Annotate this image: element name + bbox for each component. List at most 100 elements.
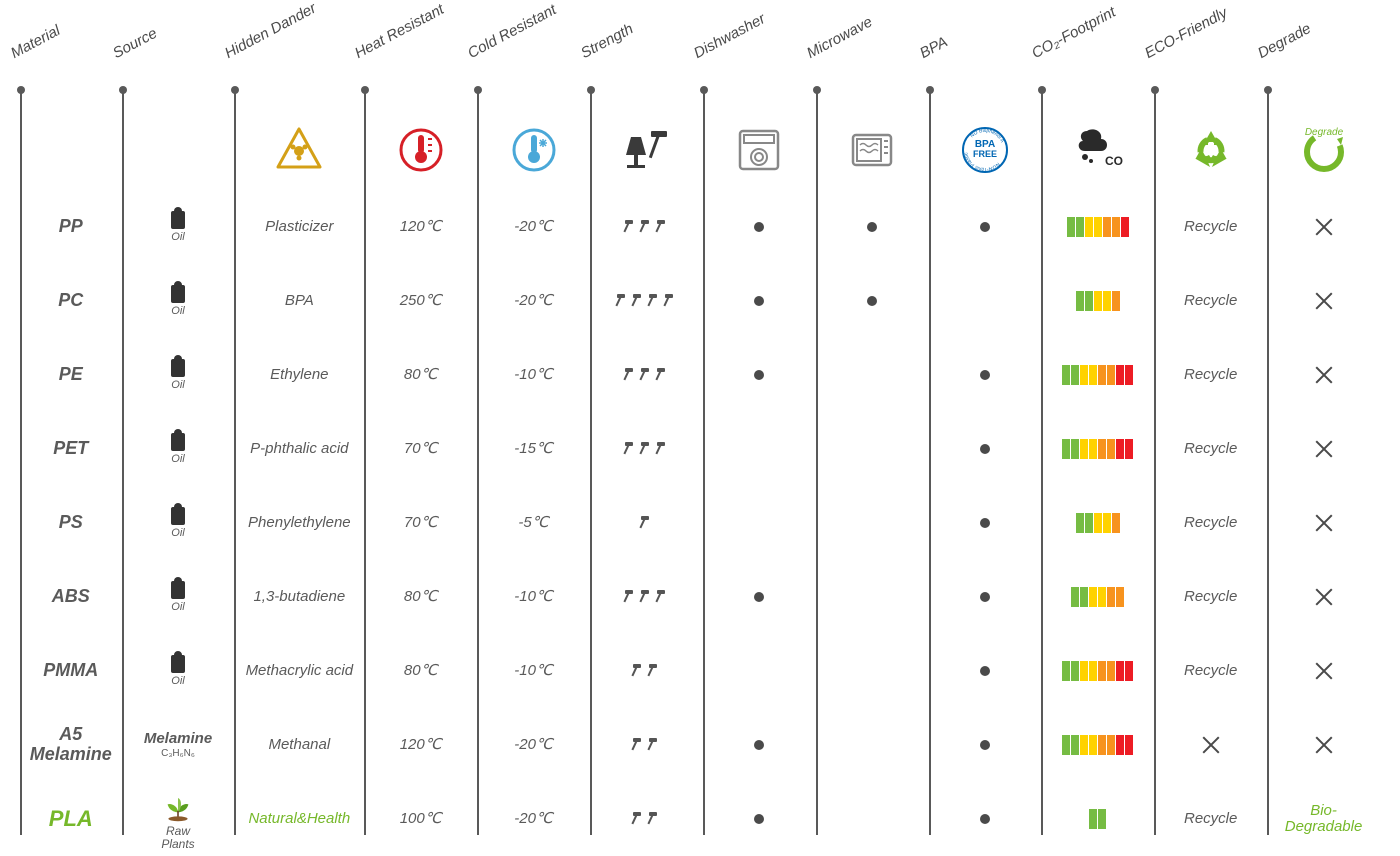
cell-dishwasher: [703, 782, 816, 856]
dot-icon: [867, 222, 877, 232]
cell-material: PS: [20, 486, 122, 560]
co2-bar: [1103, 217, 1111, 237]
cell-hidden: Methanal: [234, 708, 364, 782]
dot-icon: [754, 814, 764, 824]
co2-bar: [1080, 587, 1088, 607]
co2-bar: [1094, 513, 1102, 533]
cell-cold: -10℃: [477, 634, 590, 708]
hammer-icon: [623, 367, 637, 383]
hammer-icon: [663, 293, 677, 309]
strength-hammers: [623, 589, 669, 605]
dot-icon: [754, 222, 764, 232]
oil-icon: Oil: [171, 507, 185, 539]
cell-degrade: [1267, 634, 1380, 708]
cell-eco: Recycle: [1154, 486, 1267, 560]
cell-eco: Recycle: [1154, 634, 1267, 708]
dot-icon: [754, 592, 764, 602]
cell-eco: [1154, 708, 1267, 782]
cell-degrade: [1267, 486, 1380, 560]
column-icon: [1154, 120, 1267, 180]
co2-bar: [1098, 439, 1106, 459]
cell-cold: -20℃: [477, 264, 590, 338]
co2-bar: [1089, 365, 1097, 385]
cell-co2: [1041, 782, 1154, 856]
co2-bars: [1062, 735, 1133, 755]
strength-hammers: [631, 737, 661, 753]
cell-strength: [590, 782, 703, 856]
cell-heat: 70℃: [364, 486, 477, 560]
bpa-icon: [960, 125, 1010, 175]
co2-bar: [1107, 439, 1115, 459]
hammer-icon: [623, 441, 637, 457]
hammer-icon: [655, 219, 669, 235]
column-icon: [929, 120, 1042, 180]
oil-icon: Oil: [171, 359, 185, 391]
cell-bpa: [929, 190, 1042, 264]
co2-bar: [1089, 661, 1097, 681]
cell-source: Oil: [122, 190, 235, 264]
dot-icon: [980, 444, 990, 454]
cell-co2: [1041, 338, 1154, 412]
cell-co2: [1041, 412, 1154, 486]
hammer-icon: [623, 219, 637, 235]
cell-hidden: Plasticizer: [234, 190, 364, 264]
cell-dishwasher: [703, 338, 816, 412]
cell-source: Oil: [122, 412, 235, 486]
cell-heat: 80℃: [364, 560, 477, 634]
column-strength: Strength: [590, 20, 703, 835]
co2-bar: [1062, 735, 1070, 755]
hammer-icon: [631, 737, 645, 753]
cell-dishwasher: [703, 708, 816, 782]
co2-bar: [1098, 587, 1106, 607]
cell-heat: 120℃: [364, 190, 477, 264]
hammer-icon: [655, 441, 669, 457]
co2-bar: [1125, 735, 1133, 755]
source-label: Oil: [171, 453, 184, 465]
source-label: Oil: [171, 675, 184, 687]
cell-bpa: [929, 338, 1042, 412]
column-microwave: Microwave: [816, 20, 929, 835]
source-label: Oil: [171, 231, 184, 243]
cell-heat: 80℃: [364, 634, 477, 708]
co2-icon: [1073, 125, 1123, 175]
co2-bar: [1076, 291, 1084, 311]
co2-bars: [1076, 513, 1120, 533]
dot-icon: [867, 296, 877, 306]
column-header: Heat Resistant: [352, 1, 447, 62]
cell-co2: [1041, 190, 1154, 264]
co2-bar: [1098, 661, 1106, 681]
cell-cold: -20℃: [477, 190, 590, 264]
cell-source: Oil: [122, 634, 235, 708]
hammer-icon: [647, 293, 661, 309]
source-label: Oil: [171, 601, 184, 613]
cell-material: PMMA: [20, 634, 122, 708]
cell-co2: [1041, 634, 1154, 708]
column-co2: CO₂-Footprint: [1041, 20, 1154, 835]
cell-degrade: [1267, 412, 1380, 486]
column-header: Cold Resistant: [465, 1, 559, 62]
dot-icon: [980, 518, 990, 528]
co2-bar: [1062, 365, 1070, 385]
cell-material: PE: [20, 338, 122, 412]
cell-degrade: [1267, 708, 1380, 782]
x-icon: [1313, 364, 1335, 386]
cell-source: Oil: [122, 338, 235, 412]
cell-bpa: [929, 634, 1042, 708]
cell-source: Oil: [122, 560, 235, 634]
plant-icon: [158, 787, 198, 825]
oil-icon: Oil: [171, 285, 185, 317]
dishwasher-icon: [734, 125, 784, 175]
co2-bar: [1116, 439, 1124, 459]
cell-material: A5 Melamine: [20, 708, 122, 782]
co2-bar: [1080, 365, 1088, 385]
column-dishwasher: Dishwasher: [703, 20, 816, 835]
cell-dishwasher: [703, 634, 816, 708]
column-icon: [816, 120, 929, 180]
cell-degrade: [1267, 560, 1380, 634]
column-header: CO₂-Footprint: [1029, 4, 1119, 62]
co2-bar: [1089, 735, 1097, 755]
cell-hidden: 1,3-butadiene: [234, 560, 364, 634]
cell-cold: -20℃: [477, 782, 590, 856]
column-icon: [364, 120, 477, 180]
cell-material: PC: [20, 264, 122, 338]
